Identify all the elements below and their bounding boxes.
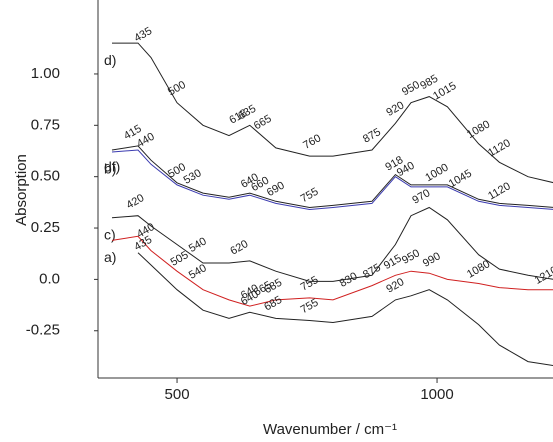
peak-label: 970 xyxy=(410,187,432,207)
x-axis-title: Wavenumber / cm⁻¹ xyxy=(263,421,397,438)
peak-label: 420 xyxy=(124,192,146,212)
peak-label: 755 xyxy=(299,186,321,206)
spectrum-line xyxy=(111,235,553,307)
spectrum-line xyxy=(111,149,553,211)
peak-label: 1080 xyxy=(465,258,492,281)
y-tick-label: 0.0 xyxy=(39,270,60,287)
series-label: b) xyxy=(104,161,116,177)
series-label: a) xyxy=(104,249,116,265)
y-tick-label: 0.75 xyxy=(31,116,60,133)
peak-label: 875 xyxy=(361,126,383,146)
peak-label: 920 xyxy=(384,99,406,119)
x-tick-label: 1000 xyxy=(420,386,453,403)
peak-label: 1210 xyxy=(533,264,553,287)
peak-label: 1080 xyxy=(465,118,492,141)
series-label: d) xyxy=(104,52,116,68)
peak-label: 990 xyxy=(421,250,443,270)
peak-label: 950 xyxy=(400,247,422,267)
series-label: df) xyxy=(104,159,120,175)
peak-label: 755 xyxy=(299,274,321,294)
spectrum-line xyxy=(111,145,553,209)
peak-label: 540 xyxy=(187,262,209,282)
peak-label: 500 xyxy=(166,79,188,99)
y-tick-label: -0.25 xyxy=(26,322,60,339)
peak-label: 435 xyxy=(132,25,154,45)
peak-label: 1120 xyxy=(486,137,512,159)
y-tick-label: 1.00 xyxy=(31,65,60,82)
peak-label: 1120 xyxy=(486,180,512,202)
spectrum-line xyxy=(112,42,553,184)
peak-label: 755 xyxy=(299,297,321,317)
peak-label: 760 xyxy=(301,132,323,152)
y-tick-label: 0.50 xyxy=(31,168,60,185)
peak-label: 620 xyxy=(228,238,250,258)
spectrum-line xyxy=(111,206,553,282)
peak-label: 685 xyxy=(262,294,284,314)
peak-label: 665 xyxy=(252,113,274,133)
peak-label: 1045 xyxy=(447,168,474,191)
y-axis-title: Absorption xyxy=(13,154,30,226)
x-tick-label: 500 xyxy=(165,386,190,403)
peak-label: 830 xyxy=(338,270,360,290)
y-tick-label: 0.25 xyxy=(31,219,60,236)
peak-label: 540 xyxy=(187,235,209,255)
spectrum-line xyxy=(137,252,553,367)
series-label: c) xyxy=(104,226,116,242)
